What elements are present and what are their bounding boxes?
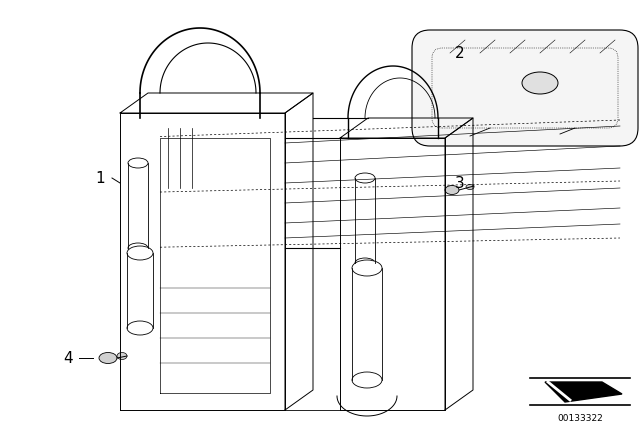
Ellipse shape: [355, 258, 375, 268]
Ellipse shape: [466, 185, 474, 190]
Ellipse shape: [355, 173, 375, 183]
Text: 1: 1: [95, 171, 105, 185]
Ellipse shape: [352, 260, 382, 276]
Ellipse shape: [127, 321, 153, 335]
Ellipse shape: [127, 246, 153, 260]
Text: 4: 4: [63, 350, 73, 366]
Ellipse shape: [128, 158, 148, 168]
Ellipse shape: [128, 243, 148, 253]
Ellipse shape: [445, 185, 459, 194]
Ellipse shape: [117, 353, 127, 359]
Text: 00133322: 00133322: [557, 414, 603, 423]
Text: 2: 2: [455, 46, 465, 60]
Ellipse shape: [352, 372, 382, 388]
Polygon shape: [545, 382, 622, 402]
Ellipse shape: [522, 72, 558, 94]
Ellipse shape: [99, 353, 117, 363]
FancyBboxPatch shape: [412, 30, 638, 146]
Text: 3: 3: [455, 176, 465, 190]
